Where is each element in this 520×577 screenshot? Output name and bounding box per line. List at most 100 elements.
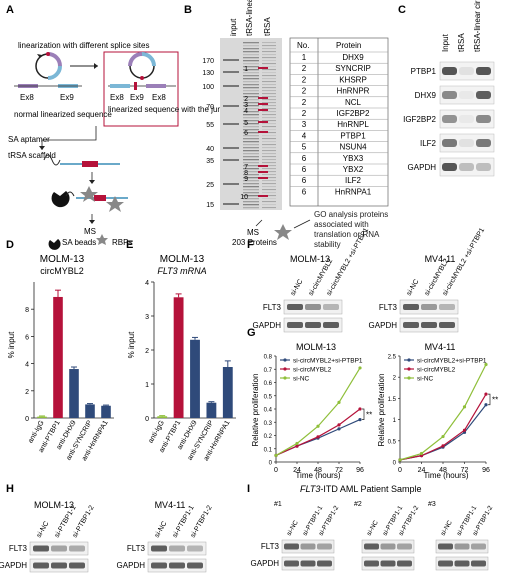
trsa-lane-band <box>262 150 276 152</box>
trsa-lane-band <box>262 57 276 59</box>
table-row-no: 6 <box>302 165 307 174</box>
blot-row-label: ILF2 <box>420 139 437 148</box>
band-number: 4 <box>244 108 248 115</box>
lane-trsa: tRSA <box>263 17 272 36</box>
table-row-protein: NSUN4 <box>339 143 367 152</box>
trsa-lane-band <box>262 192 276 194</box>
trsa-lane-band <box>262 51 276 53</box>
panel-i-title-rest: -ITD AML Patient Sample <box>320 484 421 494</box>
blot-band <box>151 545 167 552</box>
blot-band <box>364 560 379 567</box>
y-tick-label: 0 <box>25 416 29 423</box>
normal-circle-diagram <box>35 52 62 80</box>
mw-label: 25 <box>206 182 214 189</box>
panel-h-right-title: MV4-11 <box>155 500 186 510</box>
x-tick-label: 0 <box>398 467 402 474</box>
blot-band <box>51 562 67 569</box>
lane-label: si-NC <box>440 519 454 537</box>
input-lane-band <box>243 42 259 44</box>
input-lane-band <box>243 45 259 47</box>
data-point <box>316 424 320 428</box>
input-lane-band <box>243 159 259 161</box>
mw-label: 100 <box>202 84 214 91</box>
input-lane-band <box>243 207 259 209</box>
trsa-scaffold-label: tRSA scaffold <box>8 151 56 160</box>
ms-label-a: MS <box>84 227 96 236</box>
band-number: 10 <box>240 194 248 201</box>
input-lane-band <box>243 102 259 104</box>
y-tick-label: 0 <box>269 461 273 467</box>
band-number: 7 <box>244 164 248 171</box>
x-tick-label: 24 <box>293 467 301 474</box>
input-lane-band <box>243 150 259 152</box>
trsa-lane-band <box>262 159 276 161</box>
ex8-label-left: Ex8 <box>20 93 34 102</box>
y-tick-label: 0.5 <box>388 439 397 445</box>
series-line <box>275 367 361 456</box>
input-lane-band <box>243 93 259 95</box>
trsa-lane-band <box>262 144 276 146</box>
blot-band <box>287 322 303 328</box>
data-point <box>358 366 362 370</box>
y-tick-label: 3 <box>145 314 149 321</box>
table-row-protein: NCL <box>345 98 362 107</box>
blot-band <box>284 560 299 567</box>
blot-band <box>33 545 49 552</box>
table-row-no: 6 <box>302 187 307 196</box>
input-lane-band <box>243 96 259 98</box>
trsa-lane-band <box>262 195 276 197</box>
y-tick-label: 0.7 <box>264 368 273 374</box>
trsa-lane-band <box>262 135 276 137</box>
chart-g1-ylabel: Relative proliferation <box>251 374 260 447</box>
trsa-lane-band <box>262 72 276 74</box>
data-point <box>462 428 467 432</box>
blot-strip <box>147 541 207 556</box>
input-lane-band <box>243 78 259 80</box>
blot-band <box>421 304 437 310</box>
input-lane-band <box>243 75 259 77</box>
identified-band-marker <box>258 195 268 197</box>
table-row-protein: PTBP1 <box>340 131 366 140</box>
blot-band <box>476 139 491 147</box>
blot-band <box>305 304 321 310</box>
input-lane-band <box>243 81 259 83</box>
data-point <box>441 434 445 439</box>
panel-label-g: G <box>247 327 256 339</box>
table-row-protein: YBX3 <box>343 154 364 163</box>
identified-band-marker <box>258 97 268 99</box>
blot-row-label: FLT3 <box>379 303 398 312</box>
trsa-lane-band <box>262 198 276 200</box>
input-lane-band <box>243 183 259 185</box>
blot-band <box>439 322 455 328</box>
panel-f-left-title: MOLM-13 <box>290 254 330 264</box>
input-lane-band <box>243 201 259 203</box>
chart-e-ylabel: % input <box>127 331 136 358</box>
blot-band <box>323 322 339 328</box>
mw-label: 15 <box>206 202 214 209</box>
mw-label: 170 <box>202 58 214 65</box>
blot-row-label: PTBP1 <box>411 67 437 76</box>
chart-g-right: MV4-11 Relative proliferation Time (hour… <box>377 342 498 480</box>
go-analysis-text: GO analysis proteins associated with tra… <box>314 210 389 249</box>
y-tick-label: 2.5 <box>388 355 397 361</box>
blot-band <box>442 139 457 147</box>
blot-row-label: DHX9 <box>415 91 437 100</box>
y-tick-label: 2 <box>25 389 29 396</box>
trsa-lane-band <box>262 177 276 179</box>
input-lane-band <box>243 144 259 146</box>
trsa-lane-band <box>262 171 276 173</box>
y-tick-label: 0 <box>393 461 397 467</box>
marker-band <box>223 105 239 107</box>
input-lane-band <box>243 72 259 74</box>
y-tick-label: 8 <box>25 307 29 314</box>
input-lane-band <box>243 84 259 86</box>
blot-band <box>439 304 455 310</box>
panel-i: FLT3-ITD AML Patient Sample #1si-NC si-PT… <box>251 484 495 571</box>
input-lane-band <box>243 168 259 170</box>
identified-band-marker <box>258 171 268 173</box>
y-tick-label: 2 <box>145 348 149 355</box>
data-point <box>441 444 445 448</box>
table-row-protein: ILF2 <box>345 176 362 185</box>
trsa-lane-band <box>262 138 276 140</box>
lane-c-input: Input <box>441 33 450 52</box>
